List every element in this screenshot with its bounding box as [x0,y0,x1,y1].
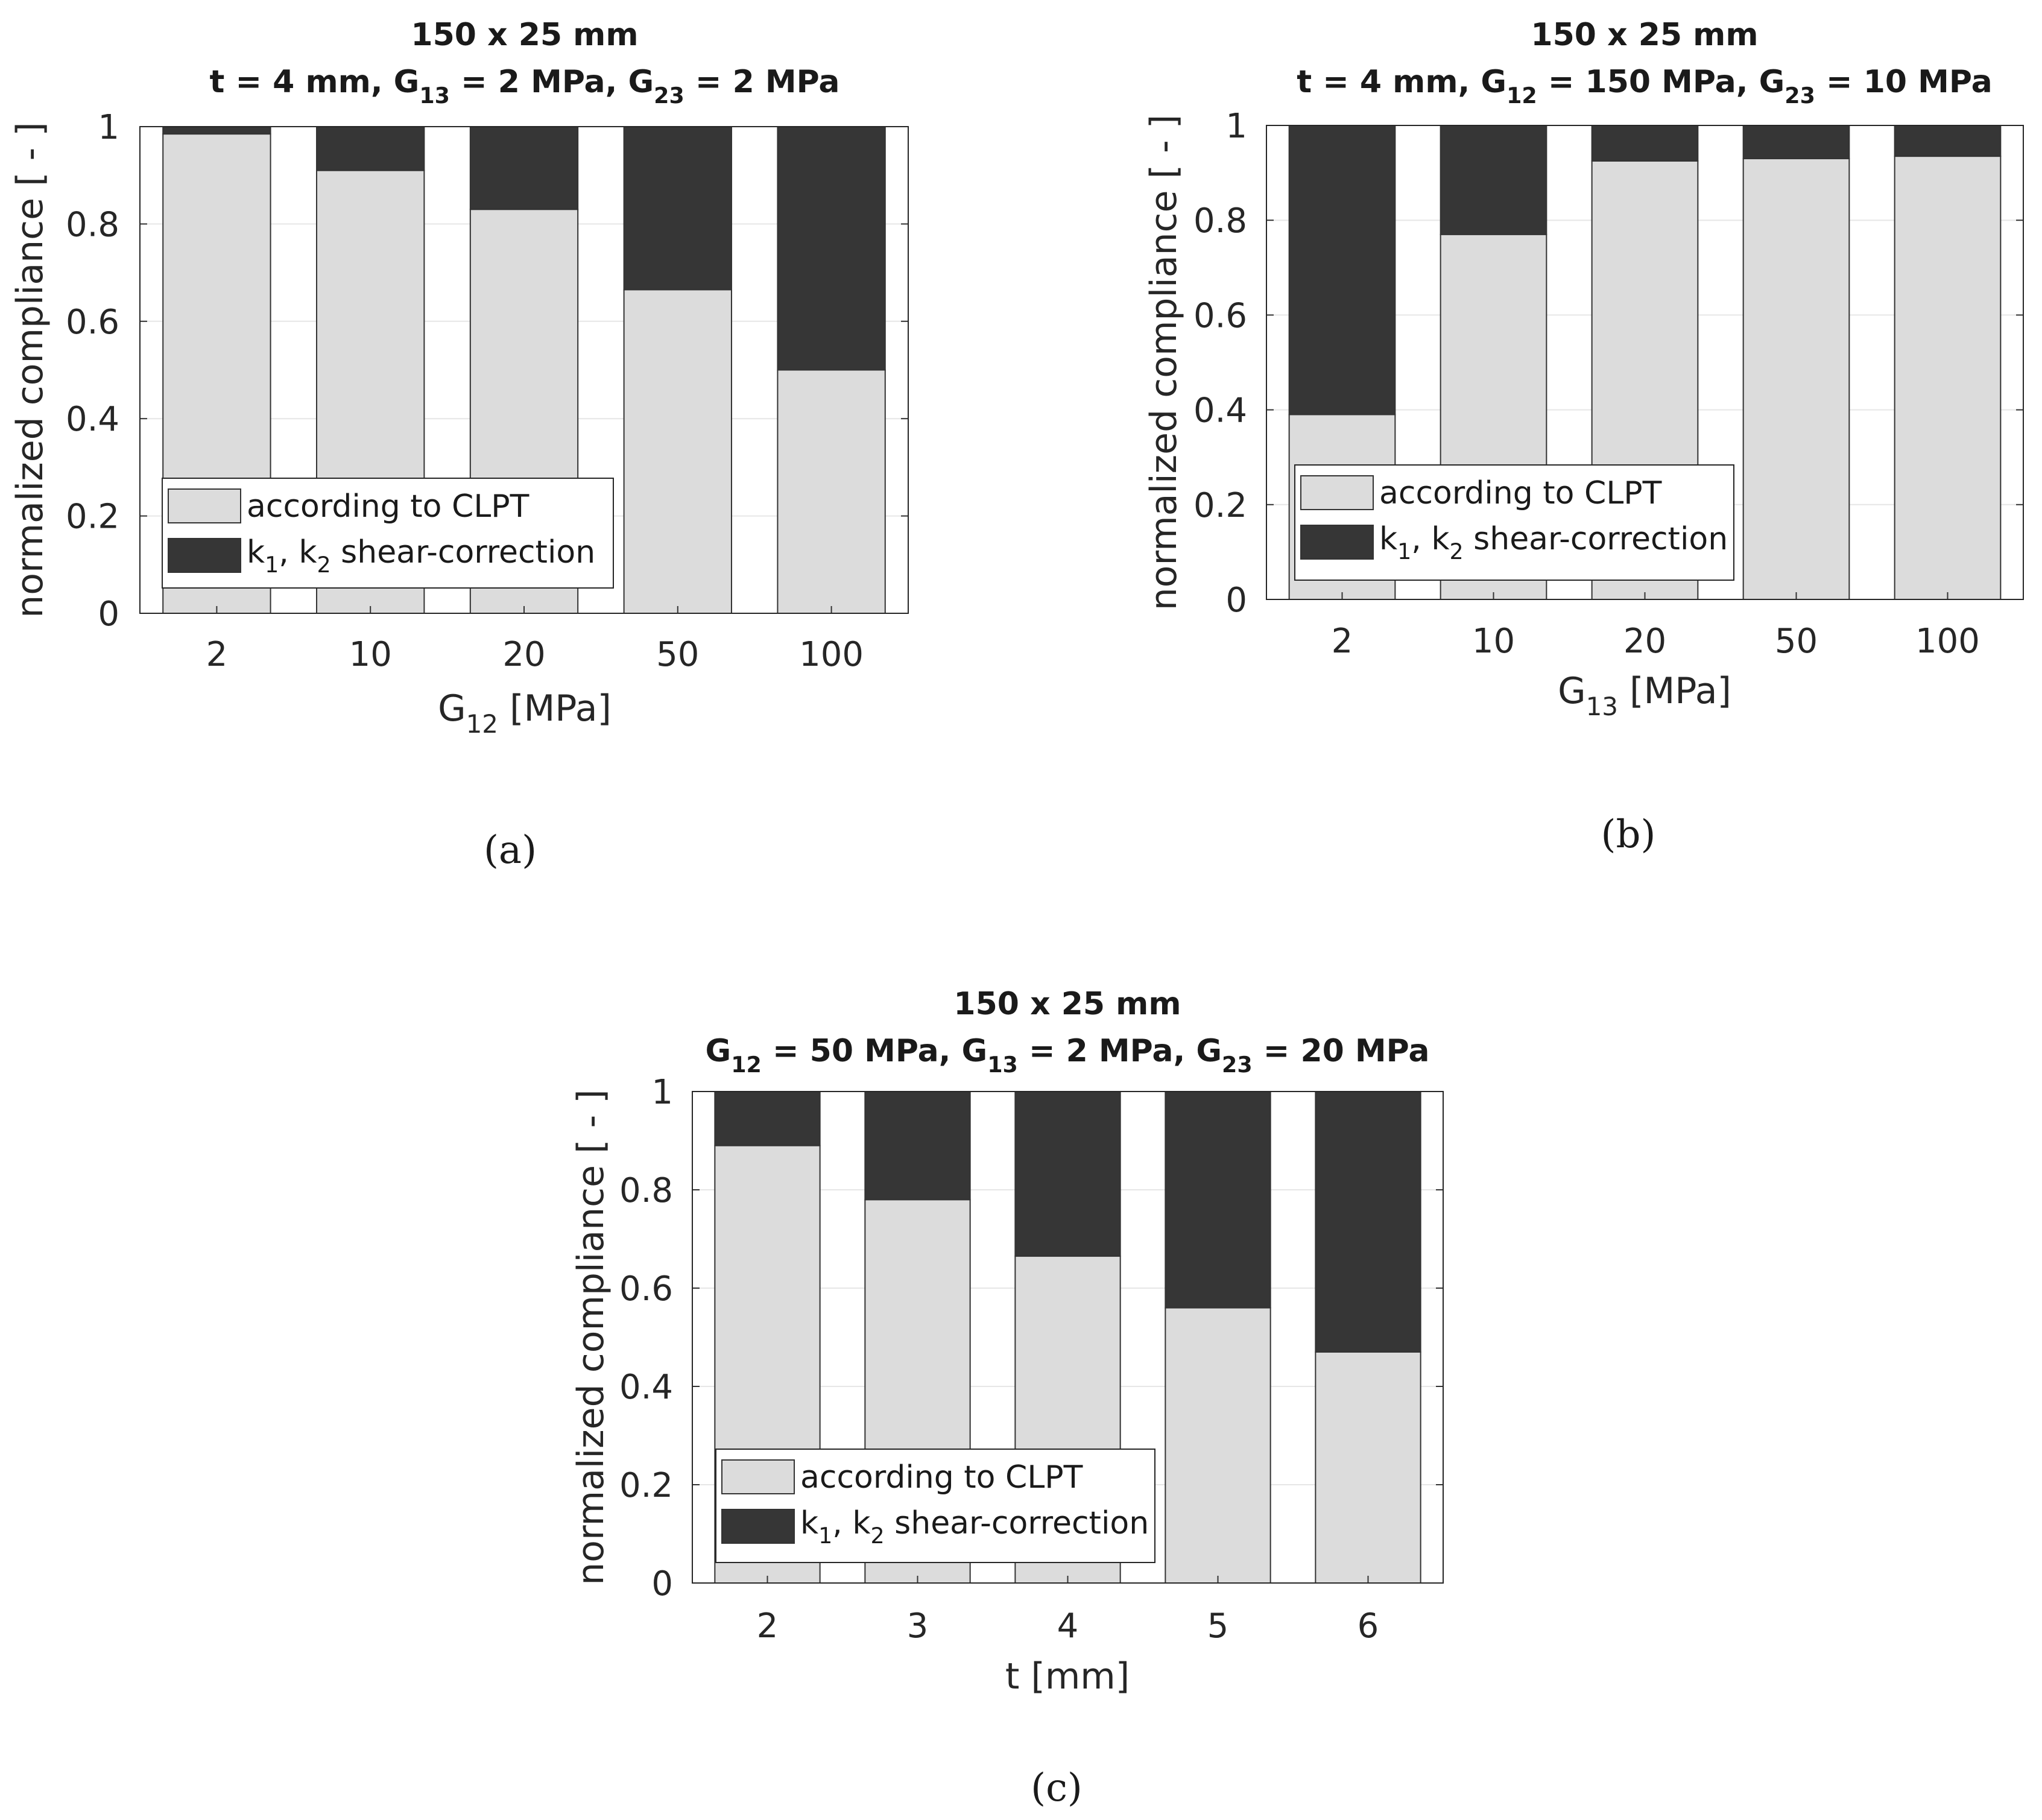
y-tick-label: 1 [98,108,119,147]
y-tick-label: 0 [1225,581,1247,620]
legend-swatch-clpt [1300,475,1374,510]
legend-label-shear: k1, k2 shear-correction [800,1505,1149,1549]
y-tick-label: 0.8 [66,205,119,244]
bar-shear-correction [1014,1091,1121,1257]
bar-shear-correction [714,1091,821,1146]
legend-swatch-clpt [168,488,241,523]
x-tick-label: 50 [656,635,699,674]
bar-shear-correction [864,1091,971,1201]
panel-b-chart: 2 10 20 50 100 0 0.2 0.4 0.6 0.8 1 150 x 25 mm t = 4… [1143,17,2024,857]
x-tick-label: 3 [907,1607,929,1646]
x-tick-label: 2 [757,1607,779,1646]
legend-label-clpt: according to CLPT [1379,475,1662,511]
y-tick-label: 1 [651,1073,673,1112]
bar-shear-correction [1742,125,1850,160]
panel-caption: (a) [484,828,537,873]
legend-label-clpt: according to CLPT [800,1459,1083,1496]
bar-clpt [1315,1351,1421,1584]
chart-title-line2: t = 4 mm, G12 = 150 MPa, G23 = 10 MPa [1297,64,1992,109]
chart-title-line1: 150 x 25 mm [953,986,1181,1022]
bar-shear-correction [316,126,425,171]
bar-shear-correction [1894,125,2002,157]
bar-shear-correction [1165,1091,1271,1309]
legend-swatch-shear [1300,525,1374,560]
y-axis-label: normalized compliance [ - ] [9,122,51,618]
x-axis-label: t [mm] [1005,1655,1130,1698]
x-tick-label: 5 [1207,1607,1229,1646]
y-axis-label: normalized compliance [ - ] [1143,115,1185,610]
y-tick-label: 0.6 [619,1269,673,1309]
x-tick-label: 20 [1623,622,1666,661]
axes-box [692,1091,1444,1584]
x-axis-label: G13 [MPa] [1558,670,1731,721]
bar-clpt [777,369,886,614]
x-tick-label: 6 [1358,1607,1379,1646]
x-tick-label: 2 [206,635,228,674]
legend-swatch-clpt [721,1459,795,1494]
legend: according to CLPT k1, k2 shear-correction [162,478,614,589]
bar-clpt [1894,156,2002,600]
x-tick-label: 20 [502,635,545,674]
x-tick-label: 4 [1057,1607,1079,1646]
axes-box [139,126,909,614]
panel-c-chart: 2 3 4 5 6 0 0.2 0.4 0.6 0.8 1 150 x 25 mm G12 = 50 M… [570,986,1444,1810]
bar-clpt [623,289,732,615]
x-tick-label: 50 [1775,622,1818,661]
bar-clpt [1165,1307,1271,1584]
panel-caption: (b) [1601,812,1656,857]
chart-title-line2: G12 = 50 MPa, G13 = 2 MPa, G23 = 20 MPa [706,1033,1430,1078]
panel-caption: (c) [1031,1766,1083,1810]
bar-shear-correction [1591,125,1699,162]
bar-shear-correction [1315,1091,1421,1353]
legend-swatch-shear [721,1509,795,1544]
y-tick-label: 0.4 [619,1368,673,1407]
bar-shear-correction [623,126,732,291]
x-tick-label: 10 [349,635,392,674]
x-tick-label: 2 [1332,622,1353,661]
legend-label-shear: k1, k2 shear-correction [1379,521,1728,564]
x-tick-label: 10 [1472,622,1515,661]
bar-shear-correction [1440,125,1547,235]
y-tick-label: 0.6 [1193,296,1247,335]
x-tick-label: 100 [799,635,864,674]
legend-label-shear: k1, k2 shear-correction [247,534,595,578]
legend: according to CLPT k1, k2 shear-correction [1294,464,1734,581]
legend-swatch-shear [168,538,241,573]
chart-title-line1: 150 x 25 mm [411,17,638,53]
y-tick-label: 0.8 [1193,201,1247,241]
y-tick-label: 0.6 [66,303,119,342]
bar-shear-correction [469,126,579,210]
y-tick-label: 0.4 [1193,391,1247,431]
y-tick-label: 0 [98,595,119,634]
y-tick-label: 0.4 [66,400,119,439]
y-tick-label: 0.8 [619,1171,673,1210]
legend-label-clpt: according to CLPT [247,488,529,525]
x-tick-label: 100 [1915,622,1980,661]
bar-clpt [1742,158,1850,600]
y-tick-label: 0 [651,1564,673,1604]
y-tick-label: 1 [1225,107,1247,146]
bar-shear-correction [777,126,886,371]
chart-title-line2: t = 4 mm, G13 = 2 MPa, G23 = 2 MPa [210,64,840,109]
axes-box [1266,125,2024,600]
chart-title-line1: 150 x 25 mm [1531,17,1758,53]
y-tick-label: 0.2 [1193,486,1247,525]
panel-a-chart: 2 10 20 50 100 0 0.2 0.4 0.6 0.8 1 150 x 25 mm t = 4… [9,17,909,873]
bar-shear-correction [1288,125,1396,416]
y-tick-label: 0.2 [619,1466,673,1505]
legend: according to CLPT k1, k2 shear-correction [715,1449,1155,1563]
y-tick-label: 0.2 [66,498,119,537]
y-axis-label: normalized compliance [ - ] [570,1089,612,1585]
x-axis-label: G12 [MPa] [438,687,612,739]
bar-shear-correction [162,126,271,135]
